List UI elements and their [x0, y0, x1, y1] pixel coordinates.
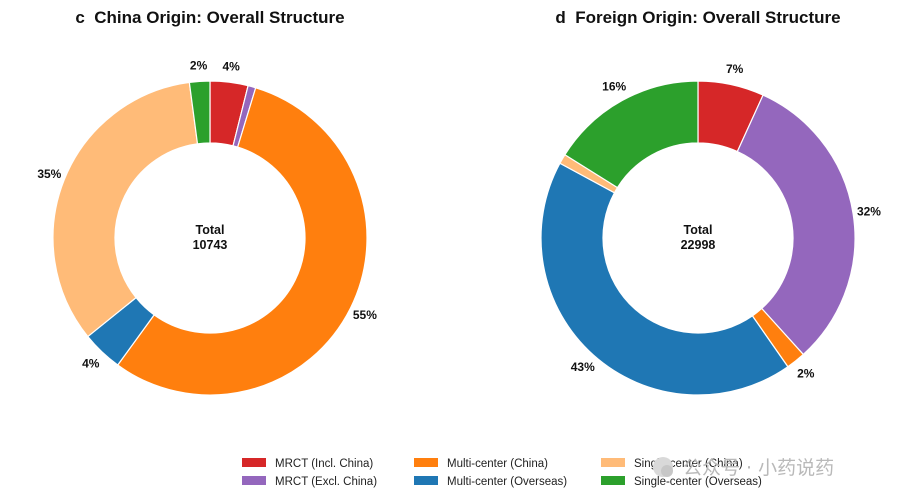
chart-d-donut: 7% 32% 2% 43% 16%	[540, 62, 881, 396]
chart-d-center-total-value: 22998	[681, 238, 716, 252]
watermark: 公众号 · 小药说药	[653, 457, 834, 479]
chart-c-pct-label-single-center-overseas: 2%	[190, 58, 208, 72]
legend-label-multi-center-overseas: Multi-center (Overseas)	[447, 476, 567, 488]
chart-d-slice-single-center-overseas	[564, 80, 699, 189]
chart-c-donut: 4% 55% 4% 35% 2%	[37, 58, 377, 396]
chart-c-title: c China Origin: Overall Structure	[75, 8, 344, 27]
chart-d-center-total-label: Total	[684, 223, 713, 237]
chart-c-slice-single-center-china	[52, 81, 199, 338]
legend-label-mrct-incl-china: MRCT (Incl. China)	[275, 458, 373, 470]
legend-swatch-multi-center-china	[414, 458, 438, 467]
chart-c-center-total-value: 10743	[193, 238, 228, 252]
chart-c-slice-multi-center-china	[116, 87, 368, 396]
chart-d-pct-label-multi-center-china: 2%	[797, 366, 815, 380]
legend-label-mrct-excl-china: MRCT (Excl. China)	[275, 476, 377, 488]
chart-d-slice-multi-center-overseas	[540, 162, 789, 396]
chart-d-pct-label-mrct-excl-china: 32%	[857, 204, 881, 218]
chart-d-slice-mrct-excl-china	[736, 94, 856, 356]
chart-c-pct-label-mrct-incl-china: 4%	[222, 59, 240, 73]
legend-swatch-mrct-excl-china	[242, 476, 266, 485]
chart-d-pct-label-multi-center-overseas: 43%	[571, 360, 595, 374]
watermark-text: 公众号 · 小药说药	[683, 457, 834, 479]
chart-c-slice-single-center-overseas	[188, 80, 211, 145]
legend-swatch-multi-center-overseas	[414, 476, 438, 485]
legend-swatch-single-center-china	[601, 458, 625, 467]
chart-c-pct-label-multi-center-overseas: 4%	[82, 356, 100, 370]
chart-c-pct-label-multi-center-china: 55%	[353, 308, 377, 322]
legend-label-multi-center-china: Multi-center (China)	[447, 458, 548, 470]
chart-c-pct-label-single-center-china: 35%	[37, 167, 61, 181]
legend-swatch-single-center-overseas	[601, 476, 625, 485]
legend-swatch-mrct-incl-china	[242, 458, 266, 467]
chart-d-title: d Foreign Origin: Overall Structure	[555, 8, 840, 27]
chart-d-pct-label-mrct-incl-china: 7%	[726, 62, 744, 76]
chart-c-center-total-label: Total	[196, 223, 225, 237]
watermark-logo-icon-inner	[661, 465, 673, 477]
legend-label-single-center-overseas: Single-center (Overseas)	[634, 476, 762, 488]
chart-d-pct-label-single-center-overseas: 16%	[602, 80, 626, 94]
